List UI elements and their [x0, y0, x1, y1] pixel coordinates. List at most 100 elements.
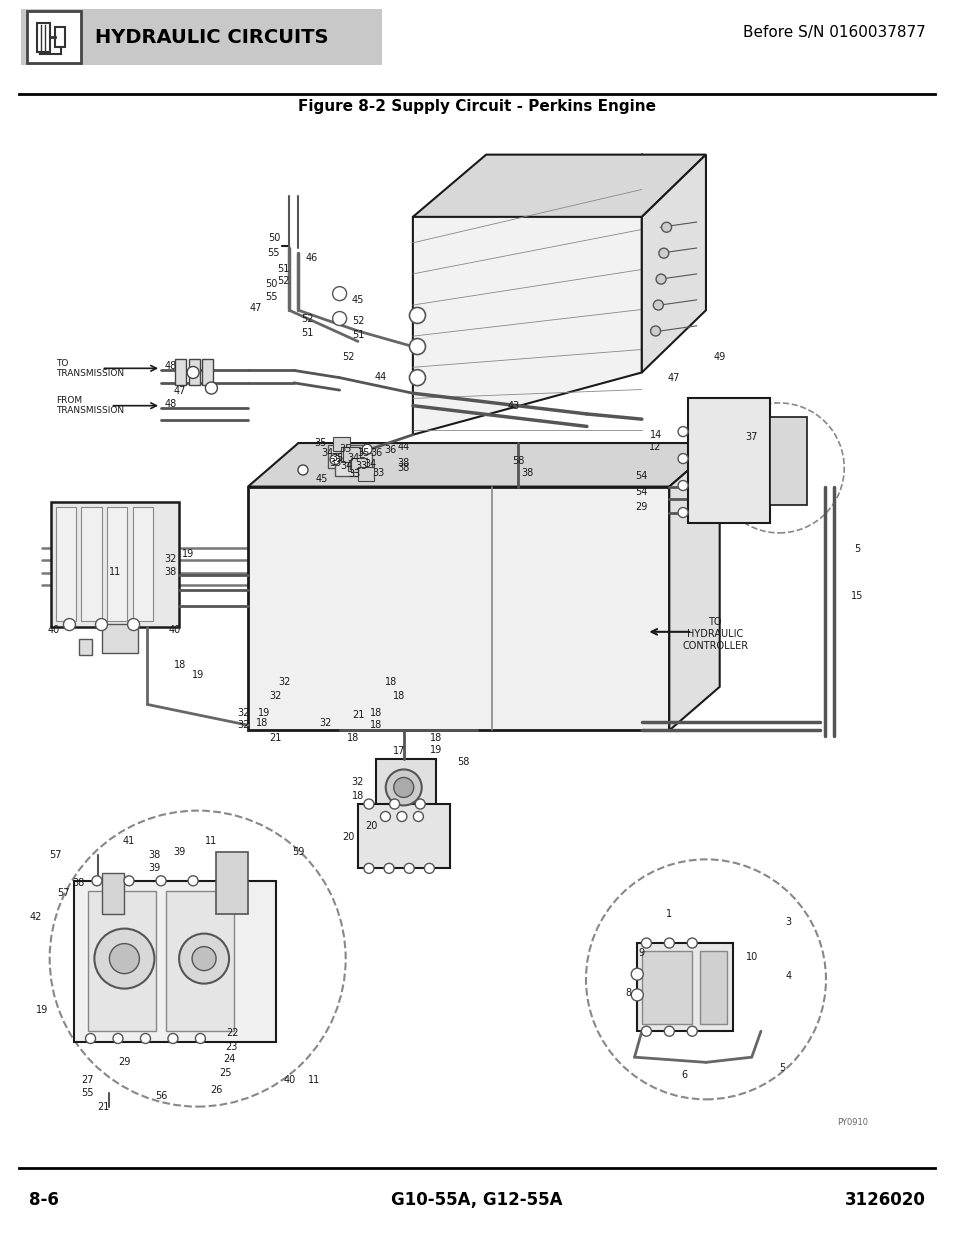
Bar [81, 508, 101, 621]
Text: 50: 50 [268, 232, 280, 242]
Text: 52: 52 [276, 277, 289, 287]
Text: 38: 38 [397, 458, 410, 468]
Text: 55: 55 [81, 1088, 94, 1098]
Circle shape [394, 778, 414, 798]
Bar [637, 944, 733, 1031]
Circle shape [686, 939, 697, 948]
Circle shape [714, 403, 843, 534]
Bar [328, 445, 364, 468]
Circle shape [188, 876, 198, 885]
Text: 39: 39 [173, 847, 185, 857]
Text: 55: 55 [267, 248, 280, 258]
Text: 52: 52 [352, 316, 364, 326]
Text: 33: 33 [372, 468, 384, 478]
Circle shape [124, 876, 133, 885]
Text: 38: 38 [397, 463, 410, 473]
Text: 21: 21 [269, 732, 281, 742]
Bar [333, 437, 350, 451]
Bar [375, 760, 436, 816]
Bar [641, 951, 692, 1024]
Text: 48: 48 [164, 399, 176, 409]
Circle shape [656, 274, 665, 284]
Text: 3126020: 3126020 [843, 1192, 924, 1209]
Text: 11: 11 [109, 567, 121, 577]
Text: 44: 44 [397, 442, 410, 452]
Text: 8: 8 [624, 988, 631, 998]
Circle shape [363, 863, 374, 873]
Circle shape [297, 466, 308, 475]
Text: 54: 54 [635, 487, 647, 496]
Circle shape [140, 1034, 151, 1044]
Bar [357, 467, 374, 482]
Text: 35: 35 [356, 448, 369, 458]
Text: 38: 38 [149, 850, 161, 860]
Text: 44: 44 [375, 372, 387, 382]
Bar [88, 892, 156, 1031]
Bar [107, 508, 127, 621]
Bar [55, 508, 76, 621]
Text: 39: 39 [149, 863, 161, 873]
Text: 32: 32 [237, 720, 250, 730]
Text: 5: 5 [778, 1062, 784, 1072]
Bar [335, 453, 372, 477]
Text: 29: 29 [635, 503, 647, 513]
Text: 38: 38 [164, 567, 176, 577]
Text: 11: 11 [308, 1074, 320, 1086]
Text: 51: 51 [301, 329, 314, 338]
Bar [101, 872, 124, 914]
Text: 27: 27 [81, 1074, 94, 1086]
Text: 56: 56 [154, 1091, 167, 1100]
Circle shape [156, 876, 166, 885]
Text: PY0910: PY0910 [836, 1118, 867, 1128]
Bar [699, 951, 726, 1024]
Bar [27, 11, 81, 63]
Text: 18: 18 [347, 732, 359, 742]
Polygon shape [248, 443, 719, 487]
Text: 3: 3 [784, 918, 791, 927]
Text: 10: 10 [745, 951, 757, 962]
Text: 40: 40 [48, 625, 60, 635]
Text: 33: 33 [348, 469, 360, 479]
Circle shape [663, 939, 674, 948]
Text: 58: 58 [512, 456, 524, 466]
Text: Before S/N 0160037877: Before S/N 0160037877 [741, 25, 924, 40]
Circle shape [363, 799, 374, 809]
Text: 58: 58 [456, 757, 469, 767]
Text: Figure 8-2 Supply Circuit - Perkins Engine: Figure 8-2 Supply Circuit - Perkins Engi… [297, 99, 656, 114]
Text: 32: 32 [269, 692, 281, 701]
Circle shape [631, 989, 642, 1000]
Text: 19: 19 [182, 550, 194, 559]
Circle shape [384, 863, 394, 873]
Bar [54, 27, 65, 47]
Text: 38: 38 [72, 878, 85, 888]
Text: 19: 19 [429, 745, 441, 755]
Circle shape [424, 863, 434, 873]
Bar [769, 417, 806, 505]
Bar [189, 359, 199, 385]
Text: 23: 23 [225, 1042, 237, 1052]
Circle shape [330, 454, 339, 464]
Text: HYDRAULIC CIRCUITS: HYDRAULIC CIRCUITS [95, 27, 329, 47]
Text: 21: 21 [97, 1102, 110, 1112]
Bar [340, 447, 356, 462]
Text: 18: 18 [255, 718, 268, 729]
Bar [343, 447, 359, 462]
Circle shape [86, 1034, 95, 1044]
Circle shape [112, 1034, 123, 1044]
Text: 55: 55 [265, 291, 277, 301]
Text: 51: 51 [352, 330, 364, 340]
Text: 29: 29 [118, 1057, 131, 1067]
Text: 52: 52 [301, 314, 314, 324]
Text: 42: 42 [30, 913, 42, 923]
Bar [687, 399, 769, 522]
Text: 36: 36 [370, 448, 382, 458]
Circle shape [404, 863, 414, 873]
Text: 22: 22 [226, 1029, 238, 1039]
Text: 35: 35 [314, 438, 326, 448]
Text: 19: 19 [258, 708, 271, 718]
Text: G10-55A, G12-55A: G10-55A, G12-55A [391, 1192, 562, 1209]
Text: 33: 33 [329, 458, 341, 468]
Text: 59: 59 [292, 847, 304, 857]
Text: 41: 41 [123, 836, 135, 846]
Text: 40: 40 [283, 1074, 295, 1086]
